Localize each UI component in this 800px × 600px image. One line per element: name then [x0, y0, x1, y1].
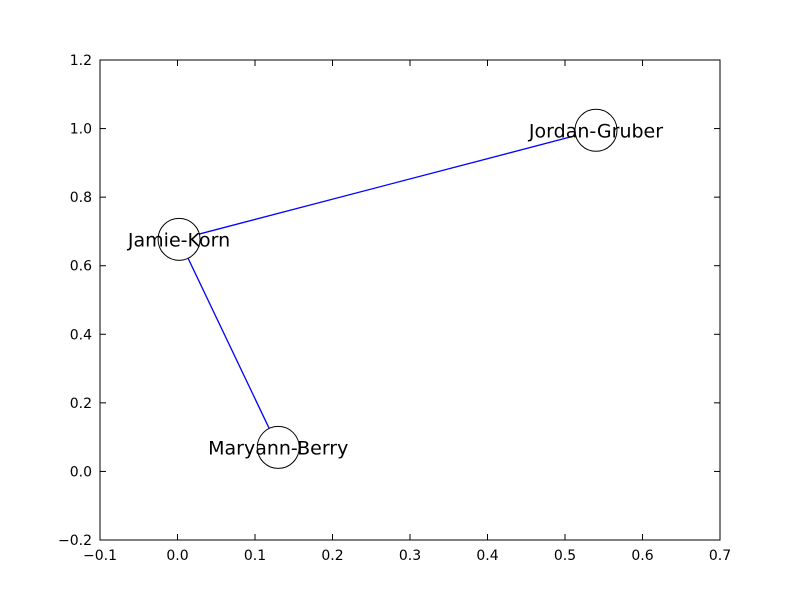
- ticks-layer: −0.1 0.0 0.1 0.2 0.3 0.4 0.5 0.6 0.7 −0.2 0.0 0.2 0.…: [58, 53, 731, 564]
- y-tick-label: 0.0: [70, 464, 92, 480]
- edge-jamie-korn-to-maryann-berry: [178, 239, 279, 448]
- plot-frame: [99, 59, 721, 541]
- x-tick-label: 0.4: [476, 548, 498, 564]
- edge-jamie-korn-to-jordan-gruber: [178, 129, 597, 240]
- node-labels-layer: Jordan-Gruber Jamie-Korn Maryann-Berry: [127, 120, 663, 459]
- node-label-maryann-berry: Maryann-Berry: [208, 437, 348, 459]
- y-tick-label: 0.4: [70, 327, 92, 343]
- y-tick-label: 1.0: [70, 122, 92, 138]
- y-tick-label: 0.8: [70, 190, 92, 206]
- node-label-jordan-gruber: Jordan-Gruber: [528, 120, 663, 142]
- x-tick-label: 0.7: [709, 548, 731, 564]
- node-maryann-berry: [256, 425, 300, 469]
- x-tick-label: 0.3: [399, 548, 421, 564]
- node-jamie-korn: [157, 217, 201, 261]
- y-tick-label: 0.6: [70, 259, 92, 275]
- x-tick-label: 0.0: [166, 548, 188, 564]
- y-tick-label: 0.2: [70, 396, 92, 412]
- nodes-layer: [157, 108, 618, 469]
- node-label-jamie-korn: Jamie-Korn: [127, 229, 230, 251]
- y-tick-label: 1.2: [70, 53, 92, 69]
- edges-layer: [178, 129, 597, 448]
- x-tick-label: 0.5: [554, 548, 576, 564]
- y-tick-label: −0.2: [58, 533, 92, 549]
- x-tick-label: 0.6: [631, 548, 653, 564]
- x-tick-label: 0.1: [244, 548, 266, 564]
- x-tick-label: −0.1: [83, 548, 117, 564]
- x-tick-label: 0.2: [321, 548, 343, 564]
- node-jordan-gruber: [574, 108, 618, 152]
